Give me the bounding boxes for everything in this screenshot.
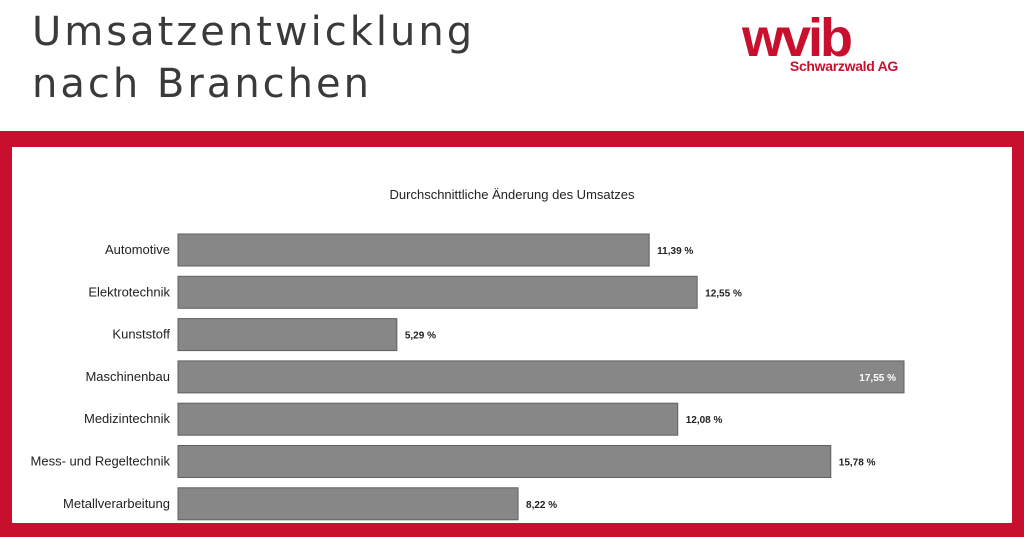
category-label: Elektrotechnik [88, 284, 170, 299]
bar [177, 402, 679, 436]
bar [177, 275, 698, 309]
category-label: Automotive [105, 242, 170, 257]
page-title-line-2: nach Branchen [32, 61, 372, 107]
chart-title: Durchschnittliche Änderung des Umsatzes [389, 187, 635, 202]
category-label: Metallverarbeitung [63, 496, 170, 511]
bar-value-label: 12,55 % [705, 288, 742, 299]
bar [177, 487, 519, 521]
category-label: Maschinenbau [85, 369, 170, 384]
bar-value-label: 8,22 % [526, 500, 557, 511]
category-label: Kunststoff [112, 327, 170, 342]
red-frame: Durchschnittliche Änderung des Umsatzes … [0, 131, 1024, 537]
page-title: Umsatzentwicklung nach Branchen [32, 6, 475, 110]
chart-panel: Durchschnittliche Änderung des Umsatzes … [12, 147, 1012, 523]
bar-value-label: 17,55 % [859, 373, 896, 384]
bar-value-label: 15,78 % [839, 458, 876, 469]
page-title-line-1: Umsatzentwicklung [32, 9, 476, 55]
bar [177, 233, 650, 267]
bar-value-label: 5,29 % [405, 331, 436, 342]
bar-chart: Automotive 11,39 % Elektrotechnik 12,55 % Ku… [31, 233, 905, 521]
bar [177, 360, 905, 394]
wvib-logo-mark: wvib [741, 8, 854, 68]
logo-wordmark: wvib [742, 16, 851, 60]
wvib-logo: wvib Schwarzwald AG [741, 8, 912, 80]
category-label: Medizintechnik [84, 411, 170, 426]
bar-value-label: 11,39 % [657, 246, 693, 257]
bar [177, 445, 832, 478]
bar [177, 318, 398, 352]
logo-subtitle: Schwarzwald AG [789, 58, 898, 74]
category-label: Mess- und Regeltechnik [31, 454, 171, 469]
bar-value-label: 12,08 % [686, 415, 723, 426]
